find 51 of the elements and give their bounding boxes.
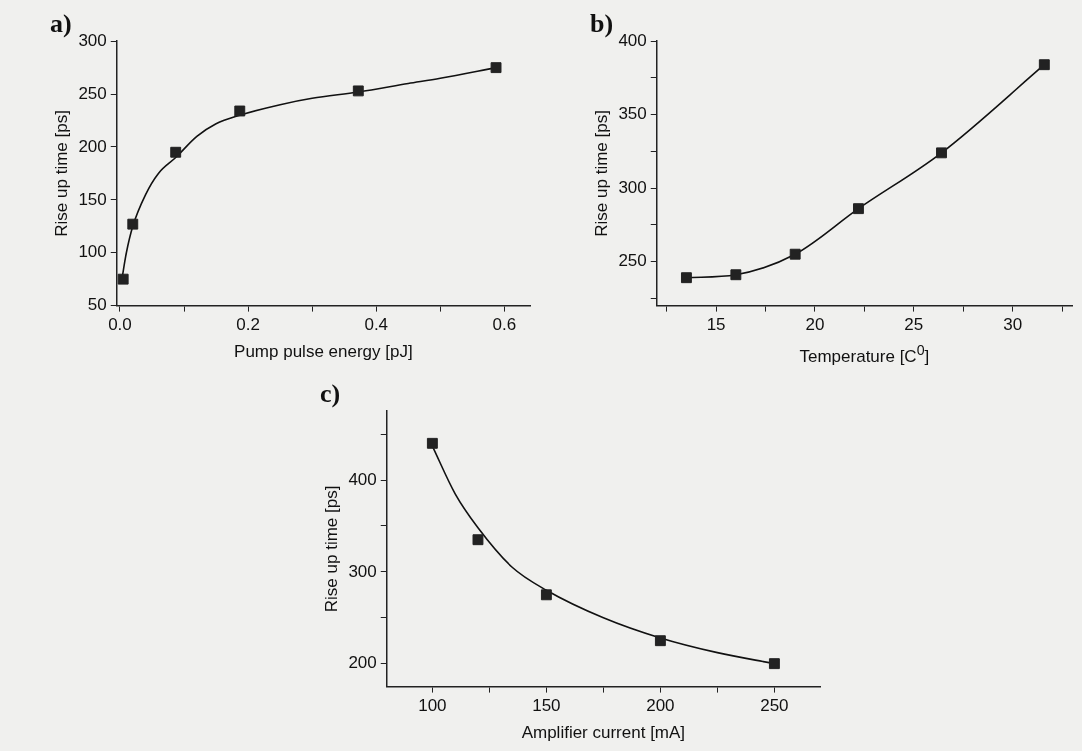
x-tick-label: 25 xyxy=(904,315,924,335)
point xyxy=(170,146,182,158)
y-tick-label: 300 xyxy=(78,30,107,50)
y-axis-title: Rise up time [ps] xyxy=(321,485,341,613)
x-tick-label: 250 xyxy=(760,696,789,716)
y-tick-label: 300 xyxy=(348,561,377,581)
point xyxy=(426,437,438,449)
y-tick-label: 350 xyxy=(618,104,647,124)
point xyxy=(127,218,139,230)
point xyxy=(117,273,129,285)
x-axis-title: Temperature [C$^{0}$] xyxy=(799,342,930,367)
y-axis-title: Rise up time [ps] xyxy=(51,110,71,237)
point xyxy=(1038,59,1050,71)
point xyxy=(936,147,947,159)
x-tick-label: 100 xyxy=(418,696,447,716)
point xyxy=(680,272,692,284)
point xyxy=(472,534,484,546)
point xyxy=(768,658,780,670)
point xyxy=(490,62,502,74)
y-tick-label: 300 xyxy=(618,177,647,197)
x-tick-label: 0.0 xyxy=(108,315,132,335)
x-axis-title: Pump pulse energy [pJ] xyxy=(234,342,413,362)
x-tick-label: 20 xyxy=(805,315,825,335)
point xyxy=(789,248,801,260)
y-tick-label: 400 xyxy=(618,30,647,50)
y-tick-label: 400 xyxy=(348,469,377,489)
x-axis-title: Amplifier current [mA] xyxy=(521,723,686,743)
x-tick-label: 150 xyxy=(532,696,561,716)
y-tick-label: 200 xyxy=(348,653,377,673)
point xyxy=(654,635,666,647)
y-tick-label: 100 xyxy=(78,242,107,262)
chart-title: b) xyxy=(590,9,614,39)
y-tick-label: 250 xyxy=(618,251,647,271)
point xyxy=(540,589,552,601)
x-tick-label: 0.4 xyxy=(364,315,389,335)
x-tick-label: 30 xyxy=(1003,315,1023,335)
y-tick-label: 200 xyxy=(78,136,107,156)
point xyxy=(352,85,364,97)
y-tick-label: 250 xyxy=(78,83,107,103)
point xyxy=(853,203,864,215)
point xyxy=(730,269,742,281)
x-tick-label: 15 xyxy=(706,315,726,335)
x-tick-label: 200 xyxy=(646,696,675,716)
x-tick-label: 0.6 xyxy=(492,315,517,335)
x-tick-label: 0.2 xyxy=(236,315,260,335)
y-axis-title: Rise up time [ps] xyxy=(591,110,611,237)
chart-title: a) xyxy=(50,9,72,39)
y-tick-label: 150 xyxy=(78,189,107,209)
chart-title: c) xyxy=(320,379,341,409)
point xyxy=(234,105,246,117)
y-tick-label: 50 xyxy=(87,295,107,315)
